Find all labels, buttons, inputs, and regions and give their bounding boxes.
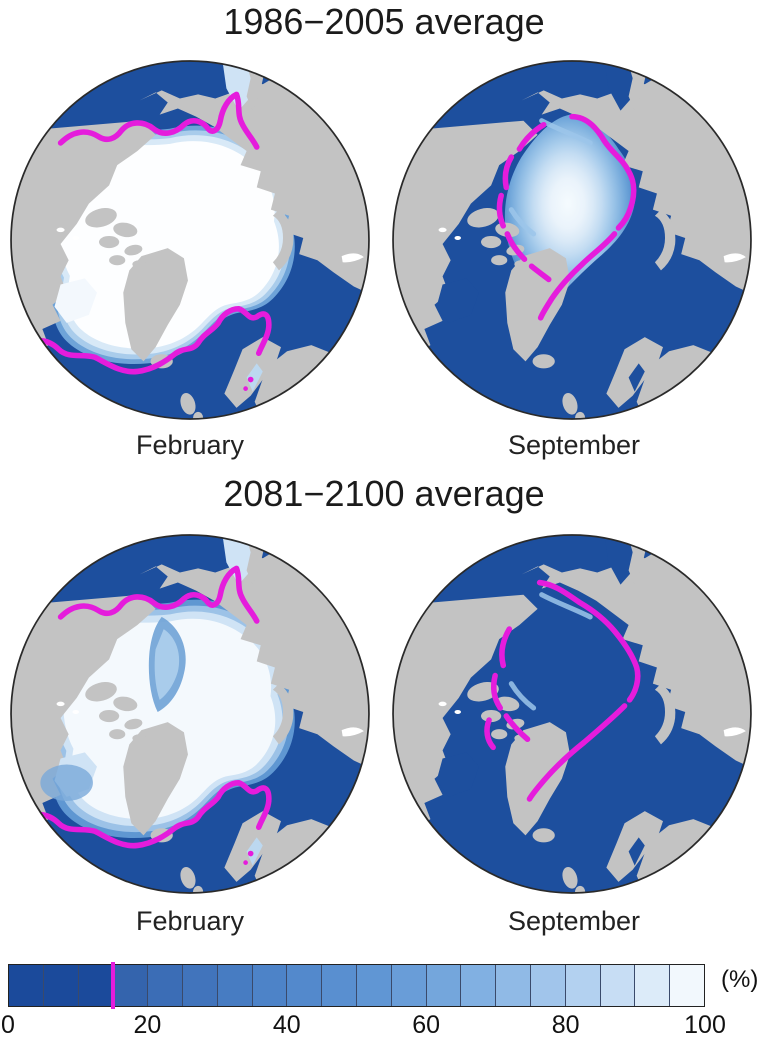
colorbar-segment (148, 965, 183, 1006)
colorbar-segment (670, 965, 704, 1006)
label-february-row1: February (135, 430, 245, 460)
colorbar-tick-label: 40 (272, 1011, 301, 1039)
globe-outline (392, 534, 752, 894)
label-september-row1: September (507, 430, 641, 460)
globe-outline (392, 60, 752, 420)
concentration-colorbar (8, 962, 705, 1009)
colorbar-segment (9, 965, 44, 1006)
colorbar-tick-label: 20 (133, 1011, 162, 1039)
colorbar-tick-label: 60 (412, 1011, 441, 1039)
label-february-row2: February (135, 906, 245, 936)
colorbar-segment (356, 965, 392, 1006)
colorbar-unit-label: (%) (721, 966, 759, 993)
colorbar-segment (113, 965, 149, 1006)
colorbar-segments (9, 965, 704, 1006)
colorbar-tick-label: 0 (1, 1011, 15, 1039)
colorbar-tick-label: 80 (551, 1011, 580, 1039)
colorbar-segment (78, 965, 114, 1006)
colorbar-segment (43, 965, 79, 1006)
label-september-row2: September (507, 906, 641, 936)
colorbar-segment (600, 965, 636, 1006)
map-september-future (392, 534, 752, 894)
colorbar-segment (530, 965, 566, 1006)
colorbar-segment (426, 965, 462, 1006)
colorbar-segment (565, 965, 601, 1006)
colorbar-segment (391, 965, 427, 1006)
map-september-historical (392, 60, 752, 420)
colorbar-segment (461, 965, 497, 1006)
colorbar-segment (182, 965, 218, 1006)
hudson-low-concentration (40, 764, 93, 801)
colorbar-segment (287, 965, 323, 1006)
title-future-period: 2081−2100 average (223, 473, 545, 514)
colorbar-segment (322, 965, 357, 1006)
colorbar-tick-label: 100 (684, 1011, 726, 1039)
globe-outline (10, 534, 370, 894)
title-historical-period: 1986−2005 average (223, 1, 545, 42)
map-february-historical (10, 60, 370, 420)
colorbar-segment (217, 965, 253, 1006)
globe-outline (10, 60, 370, 420)
colorbar-segment (635, 965, 671, 1006)
colorbar-segment (496, 965, 531, 1006)
map-february-future (10, 534, 370, 894)
colorbar-axis: 0 20 40 60 80 100 (1, 1011, 726, 1041)
threshold-15pct-marker (111, 962, 116, 1009)
colorbar-segment (252, 965, 288, 1006)
